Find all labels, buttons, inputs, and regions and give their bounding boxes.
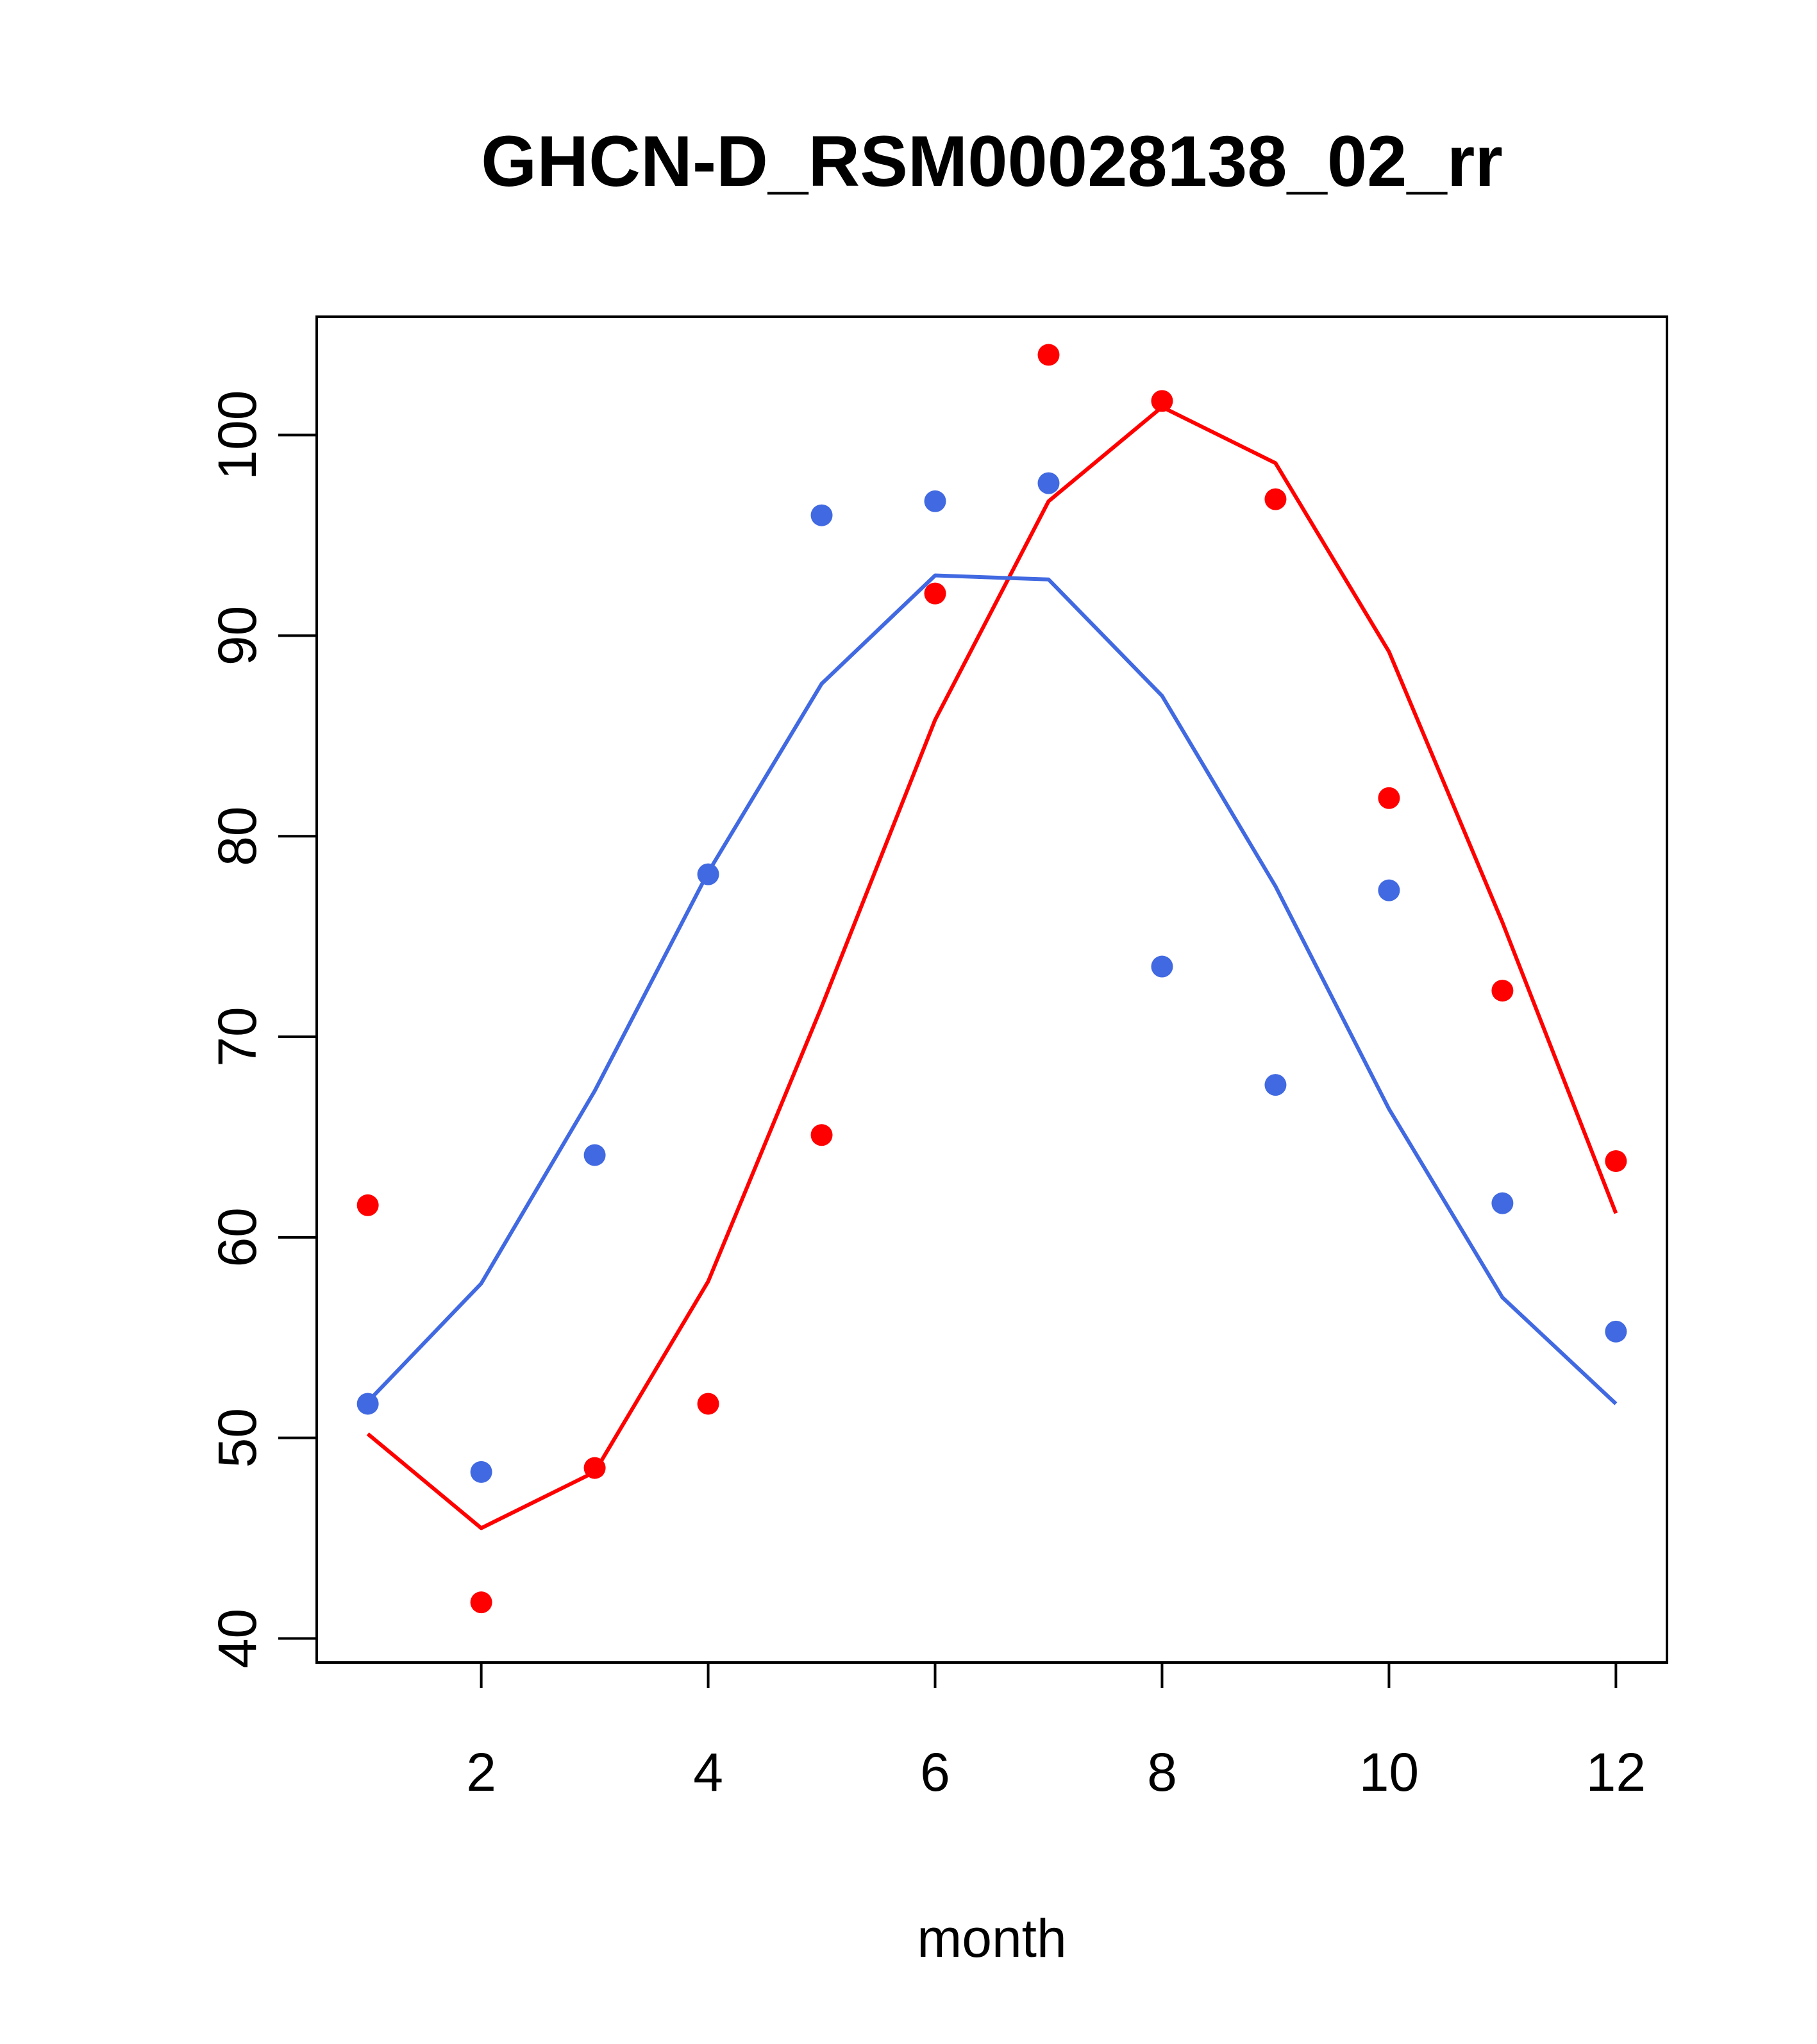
data-point-red bbox=[1491, 980, 1514, 1002]
x-tick-label: 12 bbox=[1586, 1742, 1646, 1802]
series-red bbox=[356, 344, 1627, 1614]
data-point-blue bbox=[356, 1393, 379, 1415]
y-tick-label: 60 bbox=[207, 1207, 267, 1267]
y-axis: 40 50 60 70 80 90 100 bbox=[207, 390, 318, 1668]
x-tick-label: 6 bbox=[920, 1742, 950, 1802]
series-line-blue bbox=[366, 573, 1618, 1405]
data-point-red bbox=[810, 1124, 833, 1146]
data-point-red bbox=[356, 1194, 379, 1216]
data-point-red bbox=[1605, 1150, 1627, 1172]
data-point-red bbox=[1264, 488, 1287, 510]
y-tick-label: 70 bbox=[207, 1007, 267, 1066]
data-point-blue bbox=[1037, 472, 1060, 494]
data-point-red bbox=[697, 1393, 719, 1415]
data-point-blue bbox=[1491, 1192, 1514, 1214]
chart-title: GHCN-D_RSM00028138_02_rr bbox=[481, 121, 1503, 201]
data-point-red bbox=[583, 1457, 606, 1479]
y-tick-label: 100 bbox=[207, 390, 267, 480]
data-point-red bbox=[470, 1591, 492, 1614]
data-point-blue bbox=[810, 504, 833, 526]
data-point-blue bbox=[583, 1144, 606, 1166]
x-tick-label: 8 bbox=[1147, 1742, 1177, 1802]
x-tick-label: 2 bbox=[466, 1742, 496, 1802]
series-line-red bbox=[366, 405, 1618, 1530]
x-tick-label: 10 bbox=[1359, 1742, 1419, 1802]
data-point-red bbox=[1151, 390, 1173, 412]
y-tick-label: 50 bbox=[207, 1408, 267, 1468]
data-point-blue bbox=[1264, 1074, 1287, 1096]
x-axis: 2 4 6 8 10 12 bbox=[466, 1661, 1646, 1802]
data-point-blue bbox=[1605, 1320, 1627, 1343]
y-tick-label: 90 bbox=[207, 606, 267, 666]
data-point-blue bbox=[470, 1461, 492, 1483]
x-axis-title: month bbox=[917, 1908, 1066, 1968]
data-point-blue bbox=[1151, 955, 1173, 978]
y-tick-label: 40 bbox=[207, 1609, 267, 1668]
data-point-blue bbox=[1378, 879, 1400, 901]
series-blue bbox=[356, 472, 1627, 1483]
data-point-red bbox=[1378, 787, 1400, 809]
series-layer bbox=[356, 344, 1627, 1614]
data-point-red bbox=[1037, 344, 1060, 366]
data-point-red bbox=[924, 582, 946, 605]
y-tick-label: 80 bbox=[207, 806, 267, 866]
x-tick-label: 4 bbox=[693, 1742, 723, 1802]
data-point-blue bbox=[924, 490, 946, 512]
data-point-blue bbox=[697, 863, 719, 885]
plot-frame bbox=[315, 315, 1668, 1664]
